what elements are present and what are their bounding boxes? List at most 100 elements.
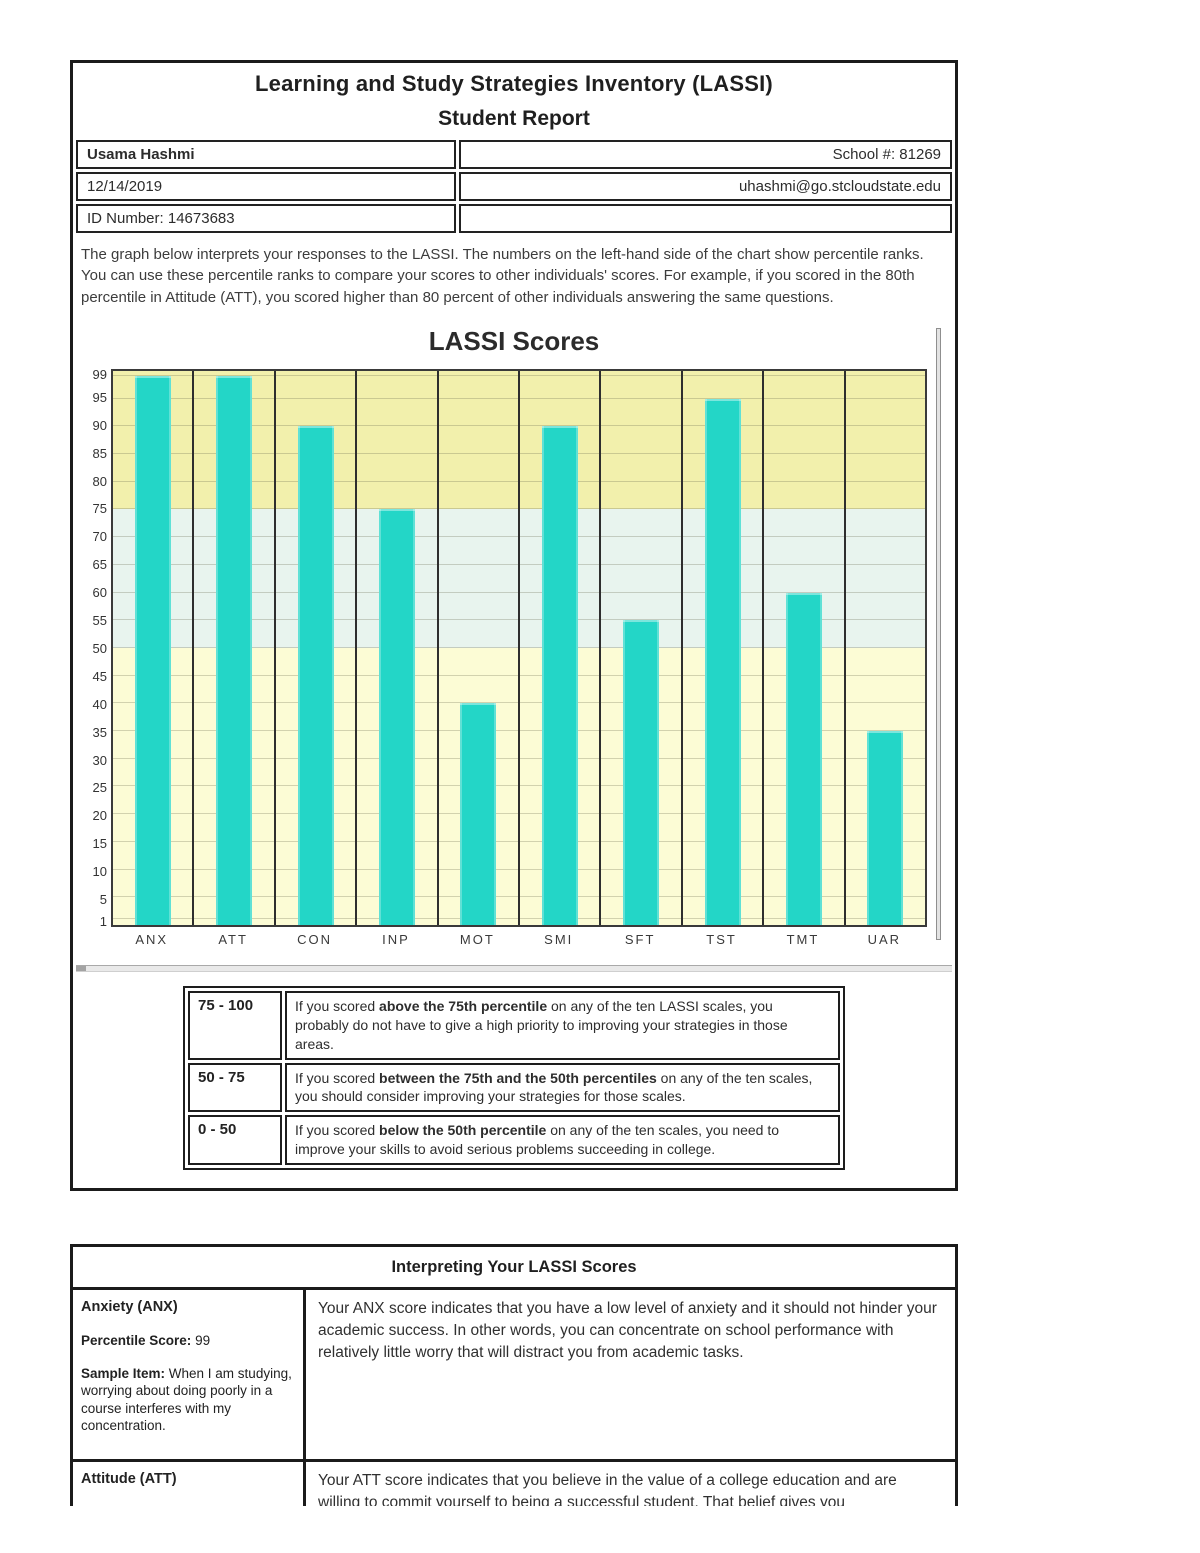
y-tick-label: 5 [99,892,107,907]
chart-column-tst [683,370,765,925]
x-tick-label: INP [382,931,410,947]
y-tick-label: 15 [92,836,107,852]
bar-con [297,426,334,925]
chart-column-att [194,370,276,925]
bar-uar [867,731,904,925]
chart-column-anx [113,370,195,925]
bar-tmt [785,592,822,925]
score-key-row-high: 75 - 100 If you scored above the 75th pe… [188,990,840,1060]
desc-pre: If you scored [295,1069,380,1086]
percentile-label: Percentile Score: [81,1332,192,1348]
report-page: Learning and Study Strategies Inventory … [70,60,958,1507]
y-tick-label: 80 [92,473,107,489]
bar-att [216,376,253,925]
y-tick-label: 60 [92,585,107,601]
info-row-name: Usama Hashmi School #: 81269 [76,140,952,169]
x-tick-label: TMT [786,931,820,947]
vertical-scrollbar[interactable] [936,327,941,940]
interpretation-text-anx: Your ANX score indicates that you have a… [318,1300,937,1362]
report-subtitle: Student Report [438,107,590,130]
chart-title: LASSI Scores [428,325,600,356]
chart-column-inp [357,370,439,925]
score-key-table: 75 - 100 If you scored above the 75th pe… [183,985,845,1171]
y-tick-label: 20 [92,808,107,824]
y-tick-label: 95 [92,389,107,405]
range-cell: 50 - 75 [188,1062,282,1113]
chart-column-con [276,370,358,925]
interpretation-row-att: Attitude (ATT) Your ATT score indicates … [73,1462,955,1507]
date-cell: 12/14/2019 [76,172,456,201]
scale-name: Anxiety (ANX) [81,1299,178,1316]
intro-paragraph: The graph below interprets your response… [81,246,924,306]
y-tick-label: 50 [92,640,107,656]
y-tick-label: 30 [92,752,107,768]
y-tick-label: 45 [92,668,107,684]
desc-cell: If you scored below the 50th percentile … [285,1115,840,1166]
student-info-table: Usama Hashmi School #: 81269 12/14/2019 … [73,137,955,236]
score-key-row-mid: 50 - 75 If you scored between the 75th a… [188,1062,840,1113]
student-name-cell: Usama Hashmi [76,140,456,169]
chart-column-smi [520,370,602,925]
chart-column-mot [439,370,521,925]
chart-column-sft [601,370,683,925]
y-tick-label: 40 [92,696,107,712]
bar-mot [460,703,497,925]
desc-post: on any of the ten scales, you need to im… [295,1122,780,1158]
desc-bold: below the 50th percentile [379,1122,547,1139]
y-tick-label: 25 [92,780,107,796]
sample-item-label: Sample Item: [81,1365,166,1381]
y-tick-label: 1 [99,914,107,930]
desc-bold: between the 75th and the 50th percentile… [379,1069,657,1086]
desc-cell: If you scored above the 75th percentile … [285,990,840,1060]
bar-smi [541,426,578,925]
y-tick-label: 65 [92,557,107,573]
scale-cell-att: Attitude (ATT) [73,1462,306,1507]
desc-bold: above the 75th percentile [379,997,548,1014]
y-tick-label: 55 [92,613,107,628]
bar-sft [623,620,660,925]
desc-post: on any of the ten scales, you should con… [295,1069,813,1105]
percentile-value: 99 [191,1332,211,1348]
x-tick-label: MOT [459,931,495,947]
empty-cell [458,204,952,233]
scale-name: Attitude (ATT) [81,1471,177,1488]
percentile-line: Percentile Score: 99 [81,1332,295,1350]
chart-plot [111,368,927,927]
chart-section: LASSI Scores 1 5 10 15 20 25 30 35 40 45 50 55 60 65 7… [73,326,955,972]
x-axis-labels: ANX ATT CON INP MOT SMI SFT TST TMT UAR [111,932,925,947]
chart-wrap: 1 5 10 15 20 25 30 35 40 45 50 55 60 65 70 75 80 85 90 95 99 [83,367,927,930]
horizontal-scrollbar-handle[interactable] [76,965,86,971]
interpretation-heading: Interpreting Your LASSI Scores [73,1247,955,1291]
y-tick-label: 10 [92,864,107,880]
y-tick-label: 70 [92,529,107,545]
y-tick-label: 35 [92,724,107,740]
y-axis-labels: 1 5 10 15 20 25 30 35 40 45 50 55 60 65 70 75 80 85 90 95 99 [83,367,111,930]
sample-item-text: When I am studying, worrying about doing… [81,1365,292,1434]
bar-inp [378,509,415,925]
interpretation-row-anx: Anxiety (ANX) Percentile Score: 99 Sampl… [73,1290,955,1463]
chart-column-tmt [764,370,846,925]
title-block: Learning and Study Strategies Inventory … [73,63,955,137]
y-tick-label: 75 [92,501,107,517]
x-tick-label: UAR [867,931,902,947]
x-tick-label: ANX [135,931,169,947]
range-cell: 75 - 100 [188,990,282,1060]
y-tick-label: 90 [92,417,107,433]
x-tick-label: SFT [624,931,656,947]
sample-item-line: Sample Item: When I am studying, worryin… [81,1365,295,1435]
x-tick-label: TST [706,931,737,947]
desc-pre: If you scored [295,1122,380,1139]
horizontal-scrollbar[interactable] [76,964,952,972]
report-box: Learning and Study Strategies Inventory … [70,60,958,1192]
interpretation-text-att: Your ATT score indicates that you believ… [318,1472,897,1507]
x-tick-label: ATT [218,931,248,947]
score-key-row-low: 0 - 50 If you scored below the 50th perc… [188,1115,840,1166]
info-row-id: ID Number: 14673683 [76,204,952,233]
email-cell: uhashmi@go.stcloudstate.edu [458,172,952,201]
bar-tst [704,398,741,925]
report-title: Learning and Study Strategies Inventory … [255,71,773,96]
desc-post: on any of the ten LASSI scales, you prob… [295,997,788,1052]
x-tick-label: CON [297,931,332,947]
range-cell: 0 - 50 [188,1115,282,1166]
interpretation-section: Interpreting Your LASSI Scores Anxiety (… [70,1244,958,1507]
